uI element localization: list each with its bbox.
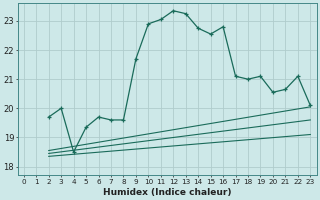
X-axis label: Humidex (Indice chaleur): Humidex (Indice chaleur) — [103, 188, 231, 197]
